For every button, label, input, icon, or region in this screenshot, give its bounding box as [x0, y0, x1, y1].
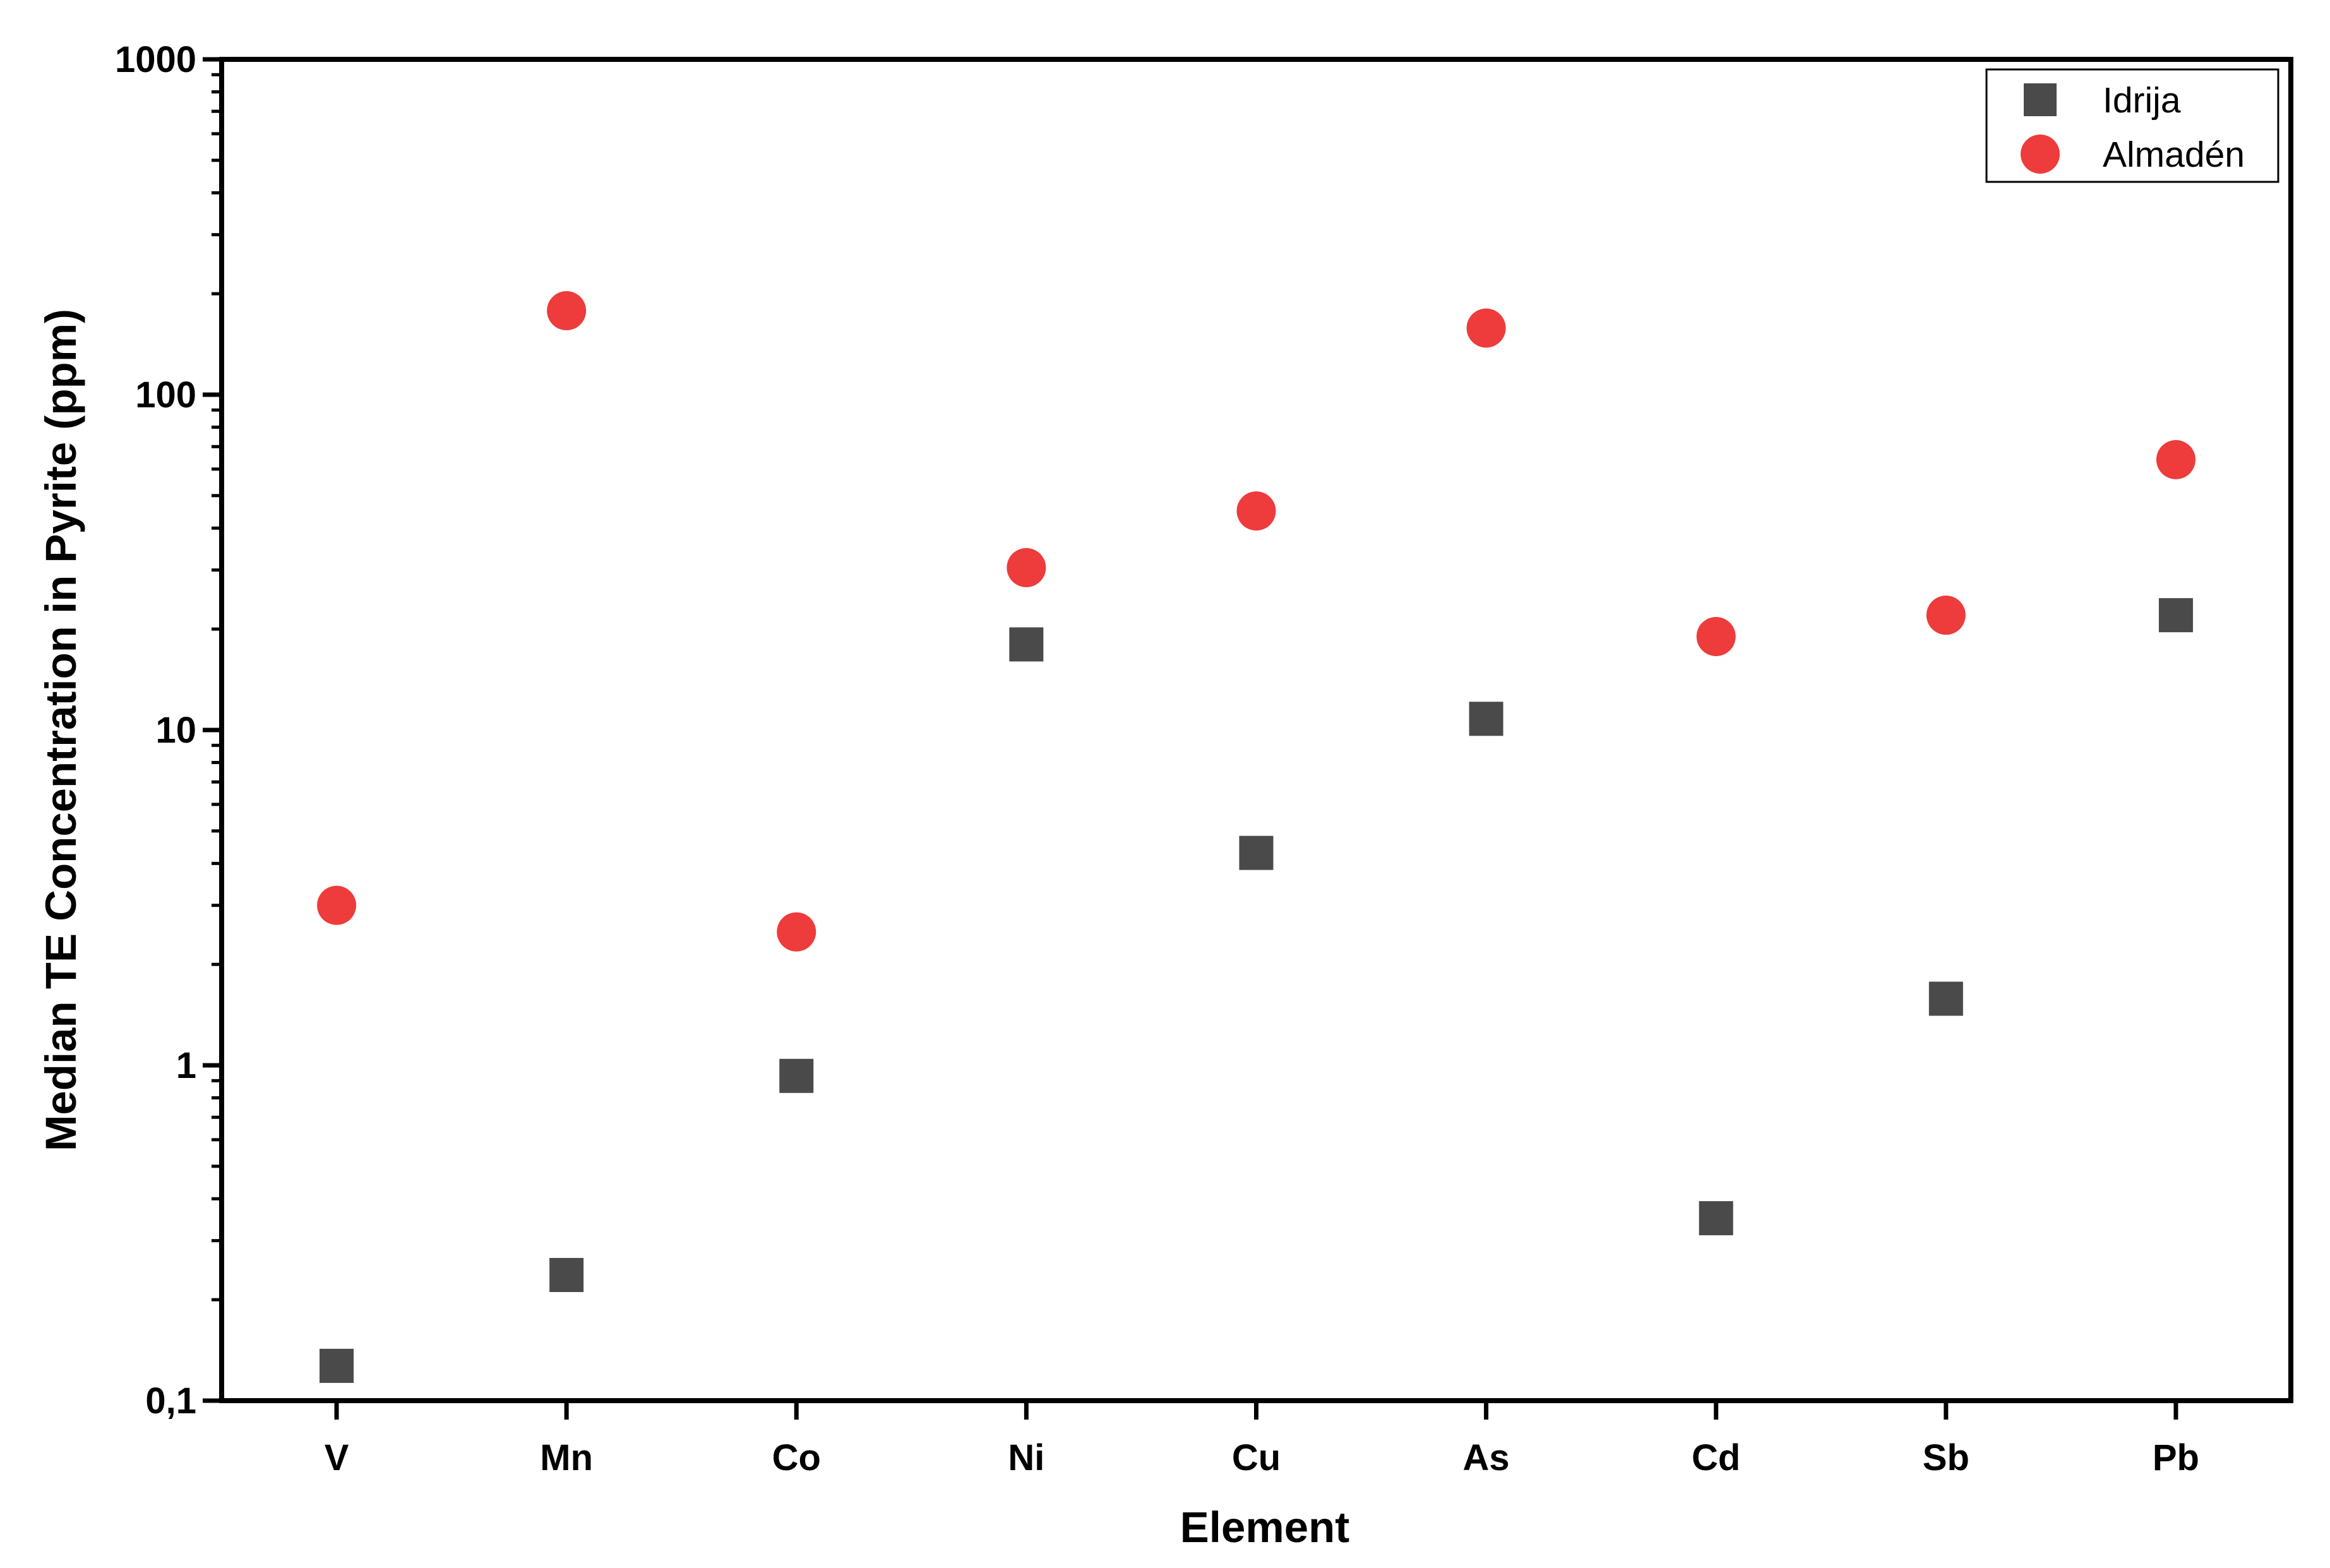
data-point-almaden	[1466, 308, 1506, 348]
data-point-idrija	[1699, 1201, 1733, 1236]
legend-label-idrija: Idrija	[2103, 80, 2181, 121]
x-tick-label: Pb	[2153, 1437, 2199, 1478]
data-point-idrija	[320, 1348, 354, 1383]
y-tick-label: 10	[155, 710, 196, 751]
data-point-idrija	[1469, 702, 1503, 736]
x-tick-label: Mn	[540, 1437, 593, 1478]
data-point-almaden	[547, 291, 587, 331]
series-almaden	[317, 291, 2196, 952]
data-point-idrija	[1009, 627, 1044, 662]
data-point-idrija	[1239, 835, 1274, 870]
data-point-almaden	[2156, 440, 2196, 479]
legend-marker-almaden	[2021, 135, 2060, 174]
x-tick-label: Co	[772, 1437, 821, 1478]
y-axis-title: Median TE Concentration in Pyrite (ppm)	[37, 309, 85, 1151]
x-axis-ticks: V Mn Co Ni Cu As Cd Sb Pb	[325, 1401, 2199, 1478]
x-tick-label: Cu	[1232, 1437, 1281, 1478]
x-tick-label: Cd	[1692, 1437, 1740, 1478]
y-tick-label: 100	[135, 374, 196, 416]
data-series	[317, 291, 2196, 1383]
data-point-idrija	[2158, 598, 2193, 633]
data-point-almaden	[1696, 616, 1736, 656]
series-idrija	[320, 598, 2193, 1383]
legend-marker-idrija	[2024, 83, 2057, 116]
x-tick-label: V	[325, 1437, 349, 1478]
legend-label-almaden: Almadén	[2103, 135, 2245, 175]
legend: Idrija Almadén	[1985, 68, 2279, 183]
y-tick-label: 0,1	[145, 1380, 196, 1421]
x-axis-title: Element	[1180, 1503, 1349, 1552]
data-point-idrija	[779, 1058, 814, 1093]
data-point-almaden	[1926, 595, 1966, 635]
x-tick-label: As	[1463, 1437, 1510, 1478]
data-point-idrija	[1928, 981, 1963, 1016]
y-tick-label: 1000	[115, 39, 196, 80]
data-point-almaden	[1007, 548, 1046, 587]
y-tick-label: 1	[176, 1045, 196, 1086]
data-point-idrija	[549, 1258, 584, 1293]
data-point-almaden	[317, 885, 357, 925]
y-axis-ticks: 0,1 1 10 100 1000	[115, 39, 222, 1421]
data-point-almaden	[1236, 491, 1276, 531]
data-point-almaden	[777, 912, 816, 952]
x-tick-label: Sb	[1923, 1437, 1969, 1478]
x-tick-label: Ni	[1008, 1437, 1044, 1478]
